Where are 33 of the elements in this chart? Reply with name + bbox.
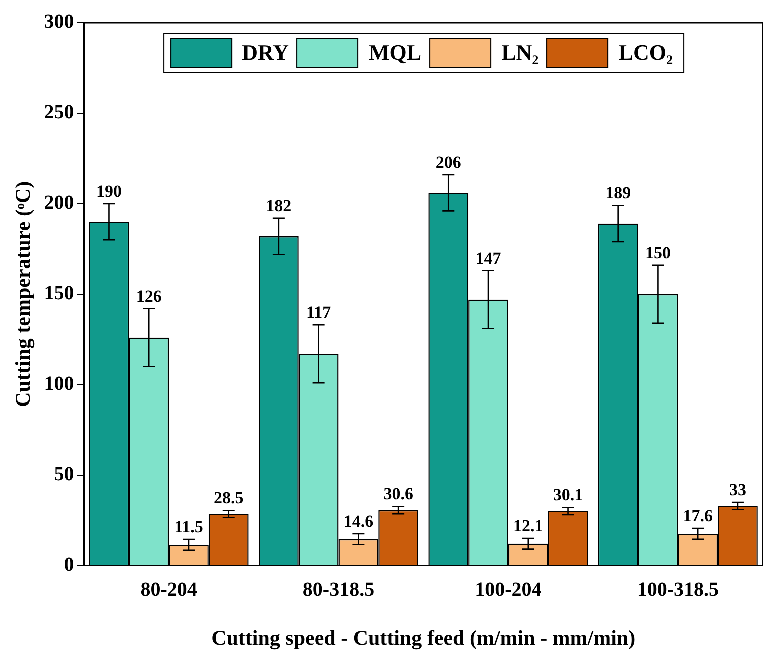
- y-tick-label: 150: [44, 282, 74, 305]
- data-label: 17.6: [683, 506, 713, 526]
- data-label: 117: [306, 303, 332, 322]
- data-label: 147: [476, 248, 502, 268]
- y-tick-label: 300: [44, 11, 74, 34]
- legend-label: DRY: [242, 40, 290, 66]
- data-label: 12.1: [514, 516, 544, 536]
- data-label: 28.5: [214, 488, 244, 508]
- y-tick-label: 250: [44, 102, 74, 124]
- y-tick-label: 200: [44, 192, 74, 214]
- x-tick-label: 80-204: [140, 578, 198, 601]
- x-axis-title: Cutting speed - Cutting feed (m/min - mm/min): [212, 626, 636, 650]
- y-axis-title: Cutting temperature (ᵒC): [11, 181, 36, 408]
- data-label: 206: [436, 152, 462, 172]
- legend-label: MQL: [369, 40, 422, 66]
- y-tick-label: 50: [54, 464, 74, 486]
- x-tick-label: 80-318.5: [302, 578, 375, 601]
- x-tick-label: 100-318.5: [637, 578, 719, 601]
- legend-label: LN₂: [502, 40, 539, 66]
- data-label: 14.6: [344, 512, 374, 531]
- data-label: 33: [729, 480, 746, 500]
- data-label: 126: [136, 286, 162, 306]
- data-label: 30.1: [553, 486, 584, 505]
- y-tick-label: 0: [64, 554, 74, 576]
- legend-label: LCO₂: [618, 40, 674, 66]
- y-tick-label: 100: [44, 373, 74, 396]
- x-tick-label: 100-204: [475, 578, 542, 601]
- data-label: 150: [645, 243, 671, 262]
- data-label: 189: [606, 184, 632, 203]
- data-label: 182: [266, 196, 292, 216]
- data-label: 30.6: [384, 484, 414, 504]
- data-label: 190: [96, 182, 122, 201]
- data-label: 11.5: [174, 517, 204, 536]
